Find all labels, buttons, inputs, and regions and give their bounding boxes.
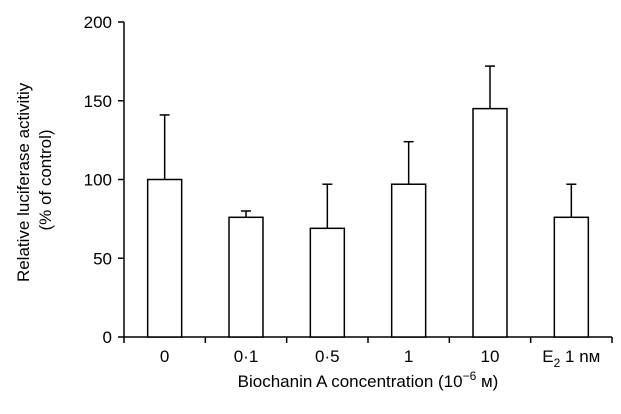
bar xyxy=(146,178,183,338)
bar xyxy=(309,227,346,338)
x-tick-label: 1 xyxy=(404,347,413,366)
x-axis-title-main: Biochanin A concentration (10 xyxy=(238,372,463,391)
x-axis-title-end: м) xyxy=(476,372,498,391)
x-ticks xyxy=(123,337,613,343)
x-tick-label: 0·5 xyxy=(315,347,340,366)
bar xyxy=(390,183,427,338)
x-axis-title-superscript: −6 xyxy=(463,369,477,383)
x-axis-title: Biochanin A concentration (10−6 м) xyxy=(238,369,499,391)
y-tick-label: 200 xyxy=(84,13,112,32)
bars xyxy=(146,107,590,338)
x-axis xyxy=(123,336,613,343)
y-tick-label: 100 xyxy=(84,171,112,190)
x-tick-label: 10 xyxy=(481,347,500,366)
y-axis-title-line2: (% of control) xyxy=(36,129,55,230)
error-bars xyxy=(159,65,577,229)
y-axis: 0 50 100 150 200 xyxy=(84,13,125,347)
bar xyxy=(553,216,590,338)
x-tick-label: 0 xyxy=(160,347,169,366)
x-tick-label: E2 1 nм xyxy=(542,347,600,370)
x-tick-label: 0·1 xyxy=(234,347,259,366)
x-tick-labels: 0 0·1 0·5 1 10 E2 1 nм xyxy=(160,347,600,370)
y-ticks: 0 50 100 150 200 xyxy=(84,13,124,347)
y-tick-label: 0 xyxy=(103,328,112,347)
y-axis-title: Relative luciferase activitiy (% of cont… xyxy=(14,78,55,282)
bar xyxy=(228,216,264,338)
y-tick-label: 150 xyxy=(84,92,112,111)
y-axis-title-line1: Relative luciferase activitiy xyxy=(14,82,33,282)
bar xyxy=(472,107,508,338)
y-tick-label: 50 xyxy=(93,249,112,268)
